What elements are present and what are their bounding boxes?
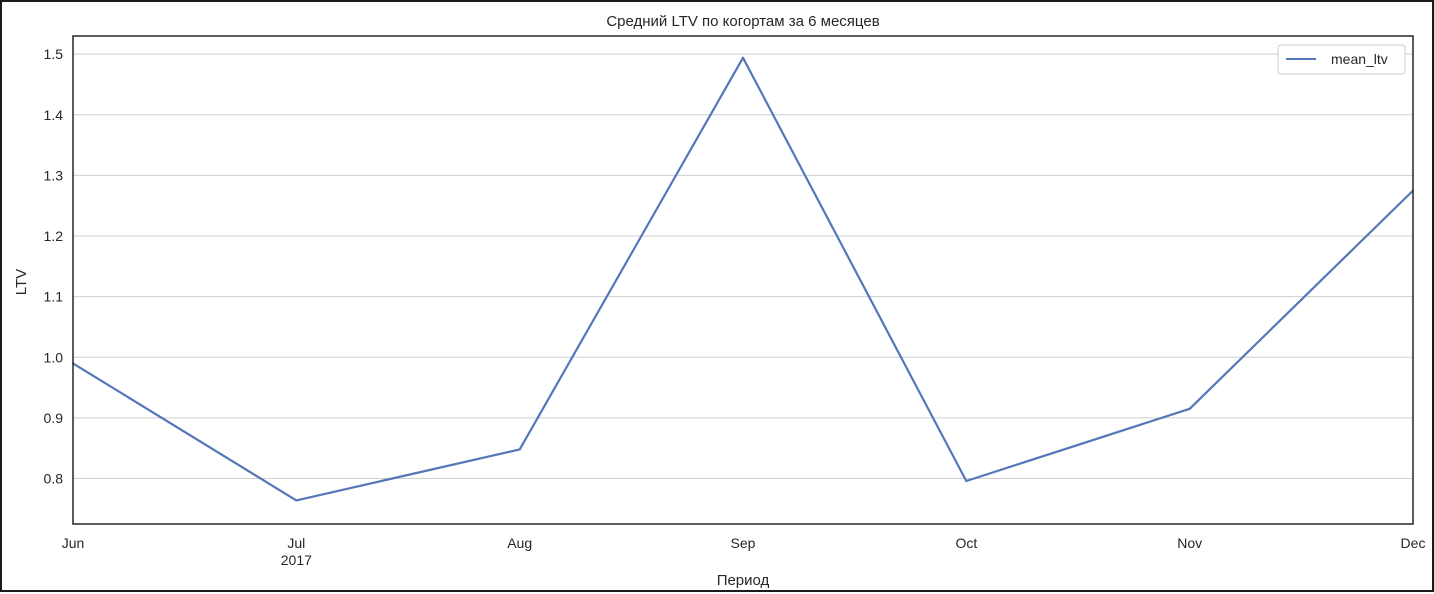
legend-box	[1277, 44, 1406, 75]
legend-label: mean_ltv	[1331, 51, 1388, 67]
series-layer	[71, 56, 1415, 502]
data-point	[518, 448, 521, 451]
y-tick-label: 1.0	[44, 349, 64, 365]
x-tick-label: Aug	[507, 535, 532, 551]
y-tick-label: 1.3	[44, 167, 64, 183]
x-tick-label: Sep	[731, 535, 756, 551]
chart-title: Средний LTV по когортам за 6 месяцев	[606, 13, 879, 30]
x-tick-label: Jul	[287, 535, 305, 551]
plot-area-border	[72, 35, 1414, 525]
grid-lines	[73, 53, 1413, 480]
y-tick-label: 1.5	[44, 46, 64, 62]
data-point	[965, 479, 968, 483]
x-axis-label: Период	[717, 572, 770, 589]
data-point	[1188, 407, 1191, 410]
y-tick-label: 0.9	[44, 410, 64, 426]
data-point	[295, 499, 298, 502]
data-point	[741, 56, 745, 59]
x-tick-label: Jun	[62, 535, 85, 551]
y-tick-label: 1.4	[44, 107, 64, 123]
x-tick-label: Dec	[1401, 535, 1426, 551]
x-tick-label: Nov	[1177, 535, 1202, 551]
x-tick-label: Oct	[955, 535, 977, 551]
y-tick-labels: 0.8 0.9 1.0 1.1 1.2 1.3 1.4 1.5	[44, 46, 64, 486]
y-axis-label: LTV	[13, 269, 30, 295]
series-line-mean_ltv	[72, 56, 1414, 502]
y-tick-label: 1.2	[44, 228, 64, 244]
x-tick-sublabel: 2017	[281, 552, 312, 568]
y-tick-label: 1.1	[44, 289, 64, 305]
legend: mean_ltv	[1277, 44, 1406, 75]
y-tick-label: 0.8	[44, 471, 64, 487]
